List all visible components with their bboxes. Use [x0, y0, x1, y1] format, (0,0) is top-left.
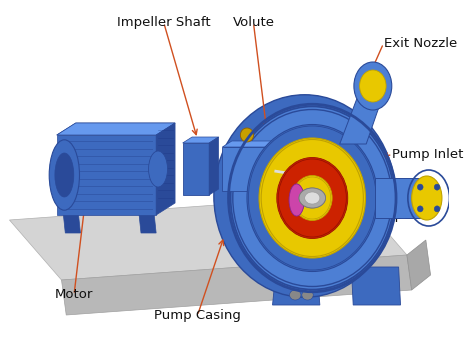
- Ellipse shape: [248, 126, 376, 270]
- Ellipse shape: [277, 158, 348, 238]
- Polygon shape: [156, 123, 175, 215]
- Ellipse shape: [290, 290, 301, 300]
- Ellipse shape: [233, 110, 392, 287]
- Polygon shape: [340, 89, 385, 144]
- Ellipse shape: [292, 176, 332, 220]
- Polygon shape: [407, 240, 430, 290]
- Ellipse shape: [360, 70, 386, 102]
- Polygon shape: [182, 143, 209, 195]
- Polygon shape: [9, 195, 407, 280]
- Polygon shape: [139, 215, 156, 233]
- Polygon shape: [222, 141, 274, 147]
- Polygon shape: [273, 267, 320, 305]
- Ellipse shape: [299, 188, 326, 208]
- Ellipse shape: [214, 95, 395, 297]
- Polygon shape: [351, 267, 401, 305]
- Ellipse shape: [231, 107, 394, 289]
- Ellipse shape: [434, 206, 440, 212]
- Polygon shape: [62, 255, 411, 315]
- Text: Pump Inlet: Pump Inlet: [392, 148, 464, 161]
- Text: Volute: Volute: [232, 16, 274, 29]
- Polygon shape: [182, 137, 219, 143]
- Text: Motor: Motor: [55, 288, 93, 302]
- Ellipse shape: [261, 139, 364, 256]
- Polygon shape: [375, 178, 427, 218]
- Ellipse shape: [247, 125, 378, 271]
- Polygon shape: [209, 137, 219, 195]
- Ellipse shape: [240, 128, 254, 142]
- Ellipse shape: [294, 177, 331, 219]
- Ellipse shape: [289, 184, 304, 216]
- Text: Exit Nozzle: Exit Nozzle: [383, 37, 457, 50]
- Ellipse shape: [278, 159, 346, 237]
- Polygon shape: [57, 135, 156, 215]
- Polygon shape: [57, 123, 175, 135]
- Ellipse shape: [302, 290, 313, 300]
- Ellipse shape: [418, 184, 423, 190]
- Ellipse shape: [49, 140, 80, 210]
- Ellipse shape: [55, 153, 74, 197]
- Ellipse shape: [354, 62, 392, 110]
- Polygon shape: [64, 215, 81, 233]
- Text: Pump Casing: Pump Casing: [154, 309, 241, 322]
- Ellipse shape: [259, 138, 365, 258]
- Ellipse shape: [411, 176, 442, 220]
- Ellipse shape: [305, 192, 320, 204]
- Ellipse shape: [299, 188, 326, 208]
- Ellipse shape: [289, 184, 304, 216]
- Text: Impeller: Impeller: [379, 209, 434, 222]
- Polygon shape: [57, 123, 175, 135]
- Ellipse shape: [418, 206, 423, 212]
- Polygon shape: [265, 141, 274, 191]
- Text: Impeller Shaft: Impeller Shaft: [117, 16, 210, 29]
- Ellipse shape: [434, 184, 440, 190]
- Ellipse shape: [148, 151, 167, 187]
- Polygon shape: [222, 147, 265, 191]
